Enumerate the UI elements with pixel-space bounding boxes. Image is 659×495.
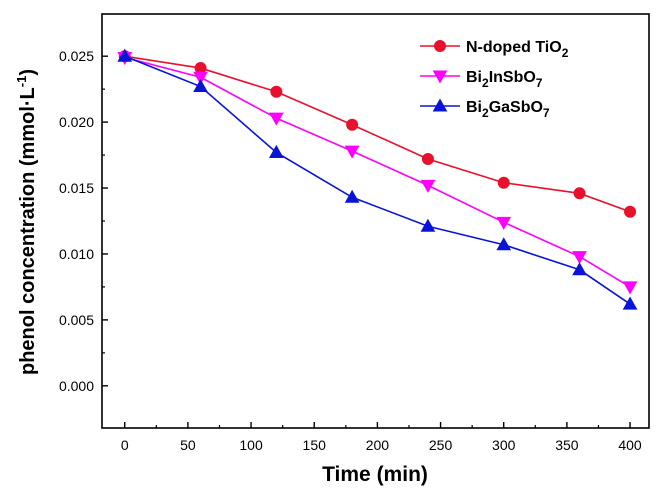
y-tick-label: 0.025 xyxy=(59,48,94,64)
legend-label: N-doped TiO2 xyxy=(466,39,569,60)
y-axis-title-main: phenol concentration (mmol·L xyxy=(17,87,39,375)
y-tick-label: 0.020 xyxy=(59,114,94,130)
y-axis-title-sup: -1 xyxy=(14,76,29,88)
data-point xyxy=(572,251,587,265)
data-point xyxy=(497,176,510,189)
data-point xyxy=(421,153,434,166)
x-tick-label: 300 xyxy=(492,437,516,453)
x-tick-label: 100 xyxy=(239,437,263,453)
legend-item: N-doped TiO2 xyxy=(420,39,569,60)
legend-marker xyxy=(432,98,448,112)
data-point xyxy=(572,262,587,276)
data-point xyxy=(622,296,638,310)
data-point xyxy=(268,144,284,158)
x-tick-label: 150 xyxy=(303,437,327,453)
legend-label: Bi2InSbO7 xyxy=(466,69,543,90)
data-point xyxy=(270,85,283,98)
data-point xyxy=(622,281,638,295)
data-point xyxy=(344,145,360,159)
legend-item: Bi2InSbO7 xyxy=(420,69,543,90)
y-tick-label: 0.000 xyxy=(59,378,94,394)
y-axis-ticks: 0.000 0.005 0.010 0.015 0.020 0.025 xyxy=(59,48,108,394)
data-point xyxy=(420,218,436,232)
plot-frame xyxy=(101,13,650,429)
data-point xyxy=(117,48,133,62)
data-point xyxy=(624,205,637,218)
x-axis-ticks: 0 50 100 150 200 250 300 350 400 xyxy=(121,422,642,453)
x-tick-label: 0 xyxy=(121,437,129,453)
data-point xyxy=(496,216,512,230)
x-axis-title: Time (min) xyxy=(322,463,428,486)
y-tick-label: 0.015 xyxy=(59,180,94,196)
legend-marker xyxy=(434,40,446,52)
y-tick-label: 0.005 xyxy=(59,312,94,328)
series-line xyxy=(124,56,631,288)
data-point xyxy=(268,112,284,126)
legend-label: Bi2GaSbO7 xyxy=(466,99,550,120)
x-tick-label: 200 xyxy=(366,437,390,453)
data-point xyxy=(344,189,360,203)
legend-marker xyxy=(432,70,448,84)
data-point xyxy=(193,71,208,85)
series-layer xyxy=(117,48,638,310)
x-tick-label: 250 xyxy=(429,437,453,453)
series-group xyxy=(117,52,638,295)
data-point xyxy=(346,118,359,131)
x-tick-label: 400 xyxy=(618,437,642,453)
data-point xyxy=(420,179,436,193)
y-axis-title: phenol concentration (mmol·L-1) xyxy=(14,69,39,375)
series-line xyxy=(124,55,631,305)
data-point xyxy=(193,78,208,93)
x-tick-label: 50 xyxy=(180,437,196,453)
y-axis-title-close: ) xyxy=(17,69,39,76)
series-line xyxy=(124,55,631,213)
series-group xyxy=(117,48,638,310)
data-point xyxy=(496,237,512,251)
data-point xyxy=(573,187,586,200)
legend-item: Bi2GaSbO7 xyxy=(420,98,550,120)
x-tick-label: 350 xyxy=(555,437,579,453)
y-tick-label: 0.010 xyxy=(59,246,94,262)
legend: N-doped TiO2 Bi2InSbO7 Bi2GaSbO7 xyxy=(420,39,569,120)
